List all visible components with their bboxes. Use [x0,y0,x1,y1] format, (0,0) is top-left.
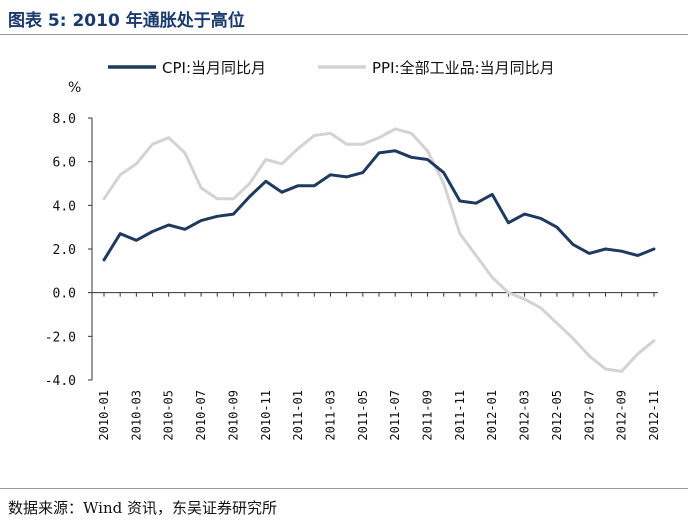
x-tick-label: 2011-05 [356,390,370,441]
line-chart: CPI:当月同比月 PPI:全部工业品:当月同比月 8.0 6.0 4.0 2.0 0.0… [45,59,661,441]
x-tick-label: 2010-11 [259,390,273,441]
y-tick-label: 0.0 [53,287,76,302]
y-tick-label: -4.0 [45,374,76,389]
y-axis-unit-label: % [68,80,81,96]
x-tick-label: 2010-03 [129,390,143,441]
x-tick-label: 2011-11 [453,390,467,441]
x-tick-label: 2012-03 [518,390,532,441]
y-tick-label: 6.0 [53,156,76,171]
x-tick-label: 2010-01 [97,390,111,441]
y-tick-label: 2.0 [53,243,76,258]
y-tick-label: 8.0 [53,112,76,127]
source-note: 数据来源：Wind 资讯，东吴证券研究所 [8,499,277,517]
legend: CPI:当月同比月 PPI:全部工业品:当月同比月 [108,59,555,77]
x-tick-label: 2012-11 [647,390,661,441]
x-tick-label: 2010-09 [226,390,240,441]
axes: 8.0 6.0 4.0 2.0 0.0 -2.0 -4.0% 2010-01 2010-03 20… [45,80,661,441]
series-line-cpi [102,149,656,262]
x-tick-label: 2010-07 [194,390,208,441]
x-tick-label: 2011-01 [291,390,305,441]
series-layer [102,127,656,373]
x-tick-label: 2012-09 [615,390,629,441]
legend-label-cpi: CPI:当月同比月 [162,59,266,77]
x-tick-label: 2010-05 [162,390,176,441]
y-tick-label: 4.0 [53,199,76,214]
title-bar: 图表 5: 2010 年通胀处于高位 [0,0,688,35]
x-tick-label: 2011-03 [323,390,337,441]
y-tick-label: -2.0 [45,330,76,345]
x-tick-label: 2012-01 [485,390,499,441]
legend-label-ppi: PPI:全部工业品:当月同比月 [372,59,555,77]
x-tick-label: 2011-07 [388,390,402,441]
series-line-ppi [102,127,656,373]
figure-title: 图表 5: 2010 年通胀处于高位 [8,11,245,31]
x-tick-label: 2011-09 [421,390,435,441]
x-tick-label: 2012-05 [550,390,564,441]
x-tick-label: 2012-07 [582,390,596,441]
source-bar: 数据来源：Wind 资讯，东吴证券研究所 [0,488,688,525]
